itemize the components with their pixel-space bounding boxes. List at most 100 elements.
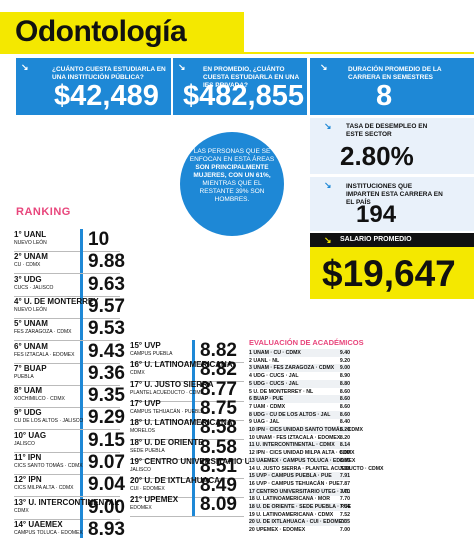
ranking-row: 16° U. Latinoamericana CDMX 8.82 bbox=[130, 359, 244, 383]
ranking-name: 10° UAG bbox=[14, 430, 47, 440]
arrow-icon: ↘ bbox=[320, 62, 328, 72]
evaluation-value: 8.20 bbox=[339, 434, 350, 441]
ranking-name: 6° UNAM bbox=[14, 341, 48, 351]
evaluation-row: 7 UAM · CDMX 8.60 bbox=[249, 403, 350, 411]
evaluation-name: 17 Centro Universitario UTEG · Jal bbox=[249, 488, 351, 495]
ranking-sub: Campus Tehuacán · Puebla bbox=[130, 408, 205, 415]
evaluation-row: 2 UANL · NL 9.20 bbox=[249, 357, 350, 365]
ranking-separator bbox=[14, 273, 120, 275]
evaluation-name: 8 UDG · CU de los Altos · Jal bbox=[249, 411, 331, 418]
institutions-label: Instituciones que imparten esta carrera … bbox=[346, 183, 443, 206]
ranking-row: 18° U. Latinoamericana Morelos 8.58 bbox=[130, 417, 244, 441]
ranking-separator bbox=[14, 295, 120, 297]
evaluation-value: 8.00 bbox=[339, 457, 350, 464]
ranking-row: 9° UDG CU de los Altos · Jalisco 9.29 bbox=[14, 407, 125, 431]
ranking-bar bbox=[80, 496, 83, 519]
ranking-bar bbox=[192, 340, 195, 362]
ranking-name: 3° UDG bbox=[14, 274, 42, 284]
ranking-score: 9.63 bbox=[88, 273, 125, 295]
ranking-row: 10° UAG Jalisco 9.15 bbox=[14, 429, 125, 453]
gender-text: Las personas que se enfocan en esta área… bbox=[188, 148, 276, 204]
evaluation-value: 7.87 bbox=[339, 480, 350, 487]
ranking-row: 2° UNAM CU · CDMX 9.88 bbox=[14, 251, 125, 275]
evaluation-row: 5 UDG · CUCS · Jal 8.80 bbox=[249, 379, 350, 388]
ranking-bar bbox=[80, 407, 83, 430]
evaluation-name: 19 U. Latinoamericana · CDMX bbox=[249, 511, 334, 518]
ranking-score: 8.58 bbox=[200, 417, 237, 439]
ranking-name: 8° UAM bbox=[14, 386, 43, 396]
evaluation-value: 7.70 bbox=[339, 496, 350, 503]
evaluation-row: 13 UAEMex · Campus Toluca · Edomex 8.00 bbox=[249, 456, 355, 465]
duration-value: 8 bbox=[376, 80, 393, 112]
evaluation-name: 1 UNAM · CU · CDMX bbox=[249, 350, 301, 356]
ranking-row: 11° IPN CICS Santo Tomás · CDMX 9.07 bbox=[14, 452, 125, 475]
ranking-separator bbox=[14, 451, 120, 453]
evaluation-row: 20 UPEMEX · Edomex 7.00 bbox=[249, 526, 350, 534]
ranking-sub: Morelos bbox=[130, 428, 156, 435]
ranking-bar bbox=[80, 340, 83, 363]
ranking-separator bbox=[14, 317, 120, 319]
evaluation-row: 10 UNAM · FES Iztacala · Edomex 8.20 bbox=[249, 434, 350, 442]
ranking-row: 20° U. de Ixtlahuaca CUI · Edomex 8.49 bbox=[130, 475, 244, 499]
ranking-sub: CU · CDMX bbox=[14, 262, 41, 269]
evaluation-row: 5 U. de Monterrey · NL 8.60 bbox=[249, 388, 350, 396]
evaluation-value: 7.64 bbox=[339, 504, 350, 510]
ranking-separator bbox=[130, 458, 244, 460]
evaluation-name: 18 U. de Oriente · Sede Puebla · Pue bbox=[249, 504, 352, 510]
ranking-row: 18° U. de Oriente Sede Puebla 8.58 bbox=[130, 436, 244, 460]
evaluation-row: 1 UNAM · CU · CDMX 9.40 bbox=[249, 349, 350, 357]
evaluation-value: 8.20 bbox=[339, 427, 350, 433]
ranking-row: 13° U. Intercontinental CDMX 9.00 bbox=[14, 496, 125, 520]
ranking-name: 11° IPN bbox=[14, 453, 42, 462]
ranking-bar bbox=[80, 251, 83, 274]
ranking-name: 17° U. Justo Sierra bbox=[130, 379, 214, 389]
ranking-separator bbox=[130, 439, 244, 441]
ranking-separator bbox=[14, 429, 120, 431]
ranking-row: 19° Centro Universitario UTEG Jalisco 8.51 bbox=[130, 455, 267, 479]
evaluation-value: 7.00 bbox=[339, 527, 350, 534]
ranking-separator bbox=[14, 251, 120, 252]
ranking-sub: Campus Puebla bbox=[130, 351, 173, 357]
ranking-row: 17° UVP Campus Tehuacán · Puebla 8.75 bbox=[130, 397, 244, 421]
arrow-icon: ↘ bbox=[178, 62, 186, 72]
ranking-name: 19° Centro Universitario UTEG bbox=[130, 456, 267, 466]
ranking-bar bbox=[80, 273, 83, 296]
evaluation-value: 7.91 bbox=[339, 473, 350, 480]
ranking-name: 13° U. Intercontinental bbox=[14, 497, 120, 507]
ranking-separator bbox=[14, 474, 120, 475]
ranking-sub: Sede Puebla bbox=[130, 447, 165, 454]
evaluation-value: 8.40 bbox=[339, 419, 350, 426]
ranking-separator bbox=[130, 497, 244, 499]
evaluation-name: 6 BUAP · Pue bbox=[249, 396, 284, 403]
gender-text-post: mientras que el restante 39% son hombres… bbox=[199, 180, 265, 203]
ranking-score: 8.75 bbox=[200, 397, 237, 419]
ranking-sub: CUCS · Jalisco bbox=[14, 284, 54, 291]
ranking-name: 18° U. de Oriente bbox=[130, 437, 204, 447]
ranking-score: 9.07 bbox=[88, 452, 125, 473]
ranking-sub: Puebla bbox=[14, 373, 34, 380]
evaluation-value: 7.98 bbox=[339, 465, 350, 472]
ranking-sub: FES Zaragoza · CDMX bbox=[14, 329, 72, 336]
ranking-separator bbox=[130, 400, 244, 402]
ranking-sub: CUI · Edomex bbox=[130, 486, 165, 493]
gender-text-bold: son principalmente mujeres, con un 61%, bbox=[193, 164, 271, 179]
evaluation-name: 20 U. de Ixtlahuaca · CUI · Edomex bbox=[249, 519, 346, 526]
evaluation-row: 18 U. de Oriente · Sede Puebla · Pue 7.64 bbox=[249, 503, 352, 511]
duration-card: ↘ Duración promedio de la carrera en sem… bbox=[310, 58, 474, 115]
ranking-separator bbox=[14, 384, 120, 386]
ranking-sub: CDMX bbox=[130, 370, 145, 377]
unemployment-label: Tasa de desempleo en este sector bbox=[346, 123, 428, 138]
evaluation-value: 8.80 bbox=[339, 380, 350, 387]
ranking-sub: Jalisco bbox=[130, 466, 151, 473]
evaluation-row: 19 U. Latinoamericana · CDMX 7.52 bbox=[249, 511, 350, 519]
ranking-row: 6° UNAM FES Iztacala · Edomex 9.43 bbox=[14, 340, 125, 364]
ranking-sub: Edomex bbox=[130, 505, 152, 512]
evaluation-row: 4 UDG · CUCS · Jal 8.90 bbox=[249, 372, 350, 380]
evaluation-name: 20 UPEMEX · Edomex bbox=[249, 527, 306, 534]
unemployment-card: ↘ Tasa de desempleo en este sector 2.80% bbox=[310, 118, 474, 174]
ranking-name: 21° UPEMEX bbox=[130, 495, 179, 505]
public-cost-label: ¿Cuánto cuesta estudiarla en una institu… bbox=[52, 66, 166, 81]
ranking-name: 14° UAEMex bbox=[14, 519, 63, 529]
ranking-separator bbox=[14, 340, 120, 342]
ranking-sub: CICS Milpa Alta · CDMX bbox=[14, 485, 74, 492]
